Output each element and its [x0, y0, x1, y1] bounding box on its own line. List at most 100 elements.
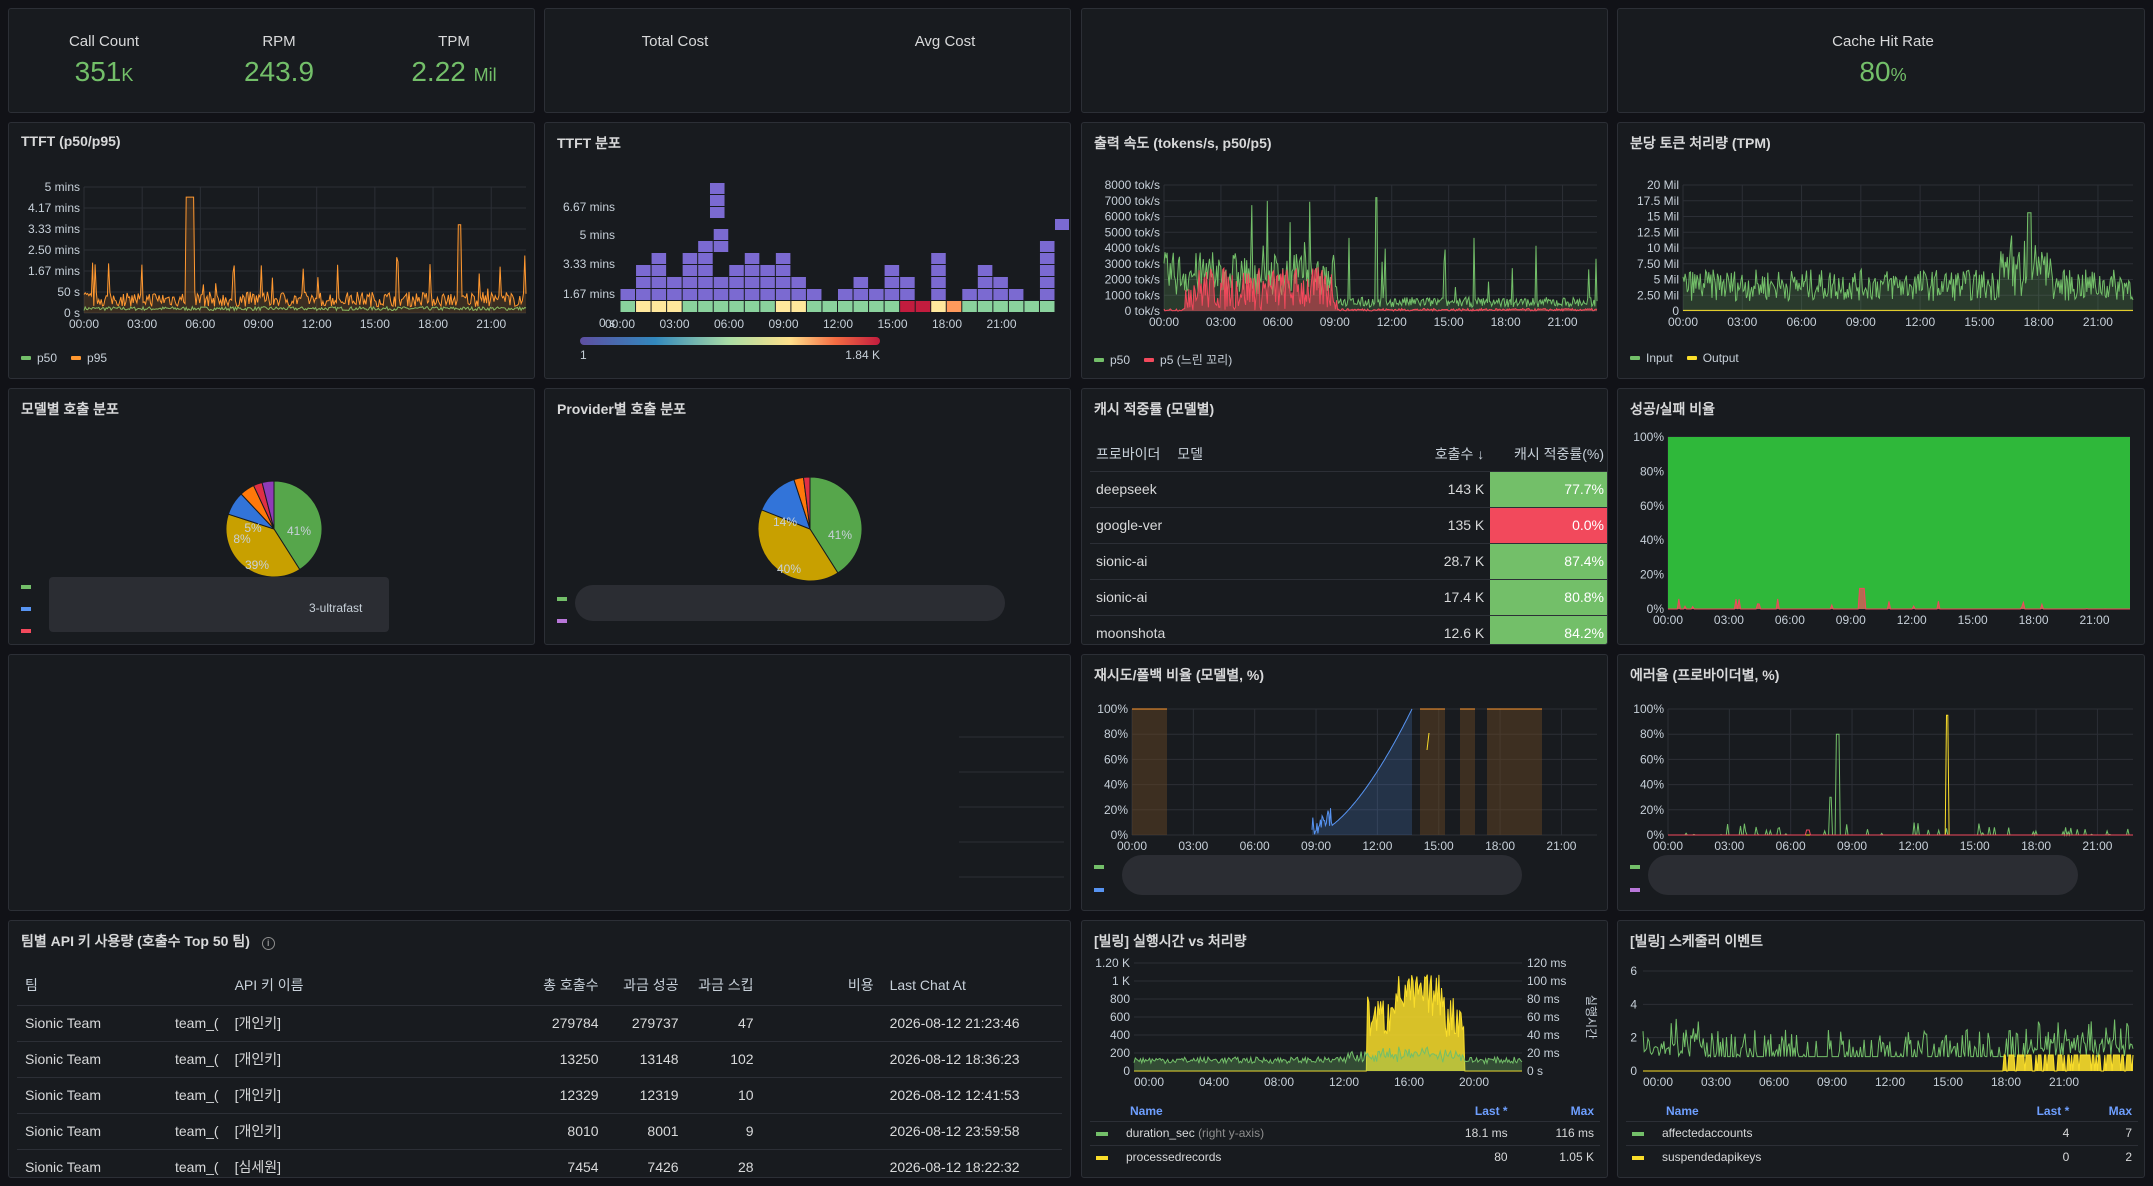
table-row[interactable]: Sionic Team team_([심세원] 7454 7426 28 2026-08-…	[17, 1149, 1062, 1177]
x-tick-label: 00:00	[1643, 1075, 1673, 1089]
legend-p95[interactable]: p95	[87, 351, 108, 365]
tpm-panel[interactable]: 분당 토큰 처리량 (TPM) 20 Mil 17.5 Mil 15 Mil 12.5…	[1617, 122, 2145, 379]
empty-panel	[8, 654, 1071, 911]
success-chart[interactable]: 100% 80% 60% 40% 20% 0%00:00 03:00 06:00 09:00 12…	[1618, 427, 2145, 642]
billing-exec-panel[interactable]: [빌링] 실행시간 vs 처리량 1.20 K 120 ms 1 K 100 ms 80…	[1081, 920, 1608, 1178]
col-provider[interactable]: 프로바이더	[1090, 437, 1172, 472]
ttft-legend[interactable]: p50 p95	[21, 351, 107, 365]
team-table-panel[interactable]: 팀별 API 키 사용량 (호출수 Top 50 팀) i 팀 API 키 이름…	[8, 920, 1071, 1178]
heat-cell	[698, 241, 713, 252]
legend-output[interactable]: Output	[1702, 351, 1739, 365]
heat-cell	[884, 277, 900, 288]
model-pie-chart[interactable]: 41% 39% 8%5%	[9, 429, 535, 629]
heat-cell	[636, 265, 651, 276]
x-tick-label: 12:00	[1362, 839, 1392, 853]
cell-key[interactable]: team_(	[167, 1113, 227, 1150]
col-last[interactable]: Last *	[2036, 1103, 2070, 1118]
billing-sched-chart[interactable]: 6 4 2 0 00:00 03:00 06:00 09:00 12:00 15:00 18:00 2…	[1618, 951, 2145, 1131]
call-count-value: 351	[74, 56, 122, 87]
legend-row[interactable]: duration_sec (right y-axis) 18.1 ms 116 ms	[1090, 1120, 1600, 1145]
col-name[interactable]: Name	[1666, 1103, 1699, 1118]
y-right-tick-label: 120 ms	[1527, 956, 1566, 970]
legend-p50[interactable]: p50	[1110, 352, 1131, 367]
cell-skip: 28	[686, 1149, 762, 1177]
col-cache-rate[interactable]: 캐시 적중률(%)	[1490, 437, 1607, 472]
ttft-hist-panel[interactable]: TTFT 분포 6.67 mins 5 mins 3.33 mins 1.67 min…	[544, 122, 1071, 379]
x-tick-label: 15:00	[1424, 839, 1454, 853]
col-name[interactable]: Name	[1130, 1103, 1163, 1118]
billing-sched-panel[interactable]: [빌링] 스케줄러 이벤트 6 4 2 0 00:00 03:00 06:00 09:00 12…	[1617, 920, 2145, 1178]
cell-key[interactable]: team_(	[167, 1041, 227, 1078]
x-tick-label: 00:00	[1668, 315, 1698, 329]
heat-cell	[838, 289, 853, 300]
provider-pie-chart[interactable]: 41% 40% 14%	[545, 429, 1071, 629]
legend-p50[interactable]: p50	[37, 351, 58, 365]
cell-key[interactable]: team_(	[167, 1149, 227, 1177]
redacted-legend	[1648, 855, 2078, 895]
legend-swatch	[21, 629, 31, 633]
table-row[interactable]: Sionic Team team_([개인키] 13250 13148 102 2026-…	[17, 1041, 1062, 1078]
table-row[interactable]: Sionic Team team_([개인키] 8010 8001 9 2026-08-1…	[17, 1113, 1062, 1150]
speed-panel[interactable]: 출력 속도 (tokens/s, p50/p5) 8000 tok/s 7000 …	[1081, 122, 1608, 379]
cell-skip: 9	[686, 1113, 762, 1150]
heat-cell	[682, 265, 698, 276]
retry-panel[interactable]: 재시도/폴백 비율 (모델별, %) 100% 80% 60% 40% 20% 0% 00:…	[1081, 654, 1608, 911]
cache-hit-value: 80	[1859, 56, 1891, 87]
success-panel[interactable]: 성공/실패 비율 100% 80% 60% 40% 20% 0% 00:00 03:00 06:…	[1617, 388, 2145, 645]
info-icon[interactable]: i	[261, 937, 275, 950]
cell-cost	[761, 1077, 882, 1114]
ttft-heatmap[interactable]: 6.67 mins 5 mins 3.33 mins 1.67 mins 0 s00:0…	[545, 173, 1071, 378]
pie-label: 40%	[777, 562, 801, 576]
billing-exec-chart[interactable]: 1.20 K 120 ms 1 K 100 ms 800 80 ms 600 60 ms 400…	[1082, 951, 1608, 1131]
table-row[interactable]: Sionic Team team_([개인키] 279784 279737 47 2026…	[17, 1005, 1062, 1042]
col-total[interactable]: 총 호출수	[526, 965, 607, 1006]
x-tick-label: 09:00	[1846, 315, 1876, 329]
col-cost[interactable]: 비용	[761, 965, 882, 1006]
heat-cell	[698, 265, 713, 276]
col-key-name[interactable]: API 키 이름	[226, 965, 527, 1006]
pie-label: 8%	[233, 532, 251, 546]
billing-sched-legend: Name Last * Max affectedaccounts 4 7 suspend…	[1626, 1101, 2138, 1169]
speed-legend[interactable]: p50 p5 (느린 꼬리)	[1094, 351, 1232, 368]
legend-p5[interactable]: p5 (느린 꼬리)	[1160, 353, 1233, 367]
col-model[interactable]: 모델	[1171, 437, 1411, 472]
retry-chart[interactable]: 100% 80% 60% 40% 20% 0%00:00 03:00 06:00 09:00 12…	[1082, 695, 1608, 895]
col-last-chat[interactable]: Last Chat At	[881, 965, 1062, 1006]
cell-key[interactable]: team_(	[167, 1005, 227, 1042]
ttft-panel[interactable]: TTFT (p50/p95) 5 mins 4.17 mins 3.33 mins 2…	[8, 122, 535, 379]
col-success[interactable]: 과금 성공	[606, 965, 687, 1006]
cache-table-panel[interactable]: 캐시 적중률 (모델별) 프로바이더 모델 호출수 ↓ 캐시 적중률(%) de…	[1081, 388, 1608, 645]
x-tick-label: 06:00	[1263, 315, 1293, 329]
col-skip[interactable]: 과금 스킵	[686, 965, 762, 1006]
heat-cell	[620, 301, 636, 312]
legend-row[interactable]: affectedaccounts 4 7	[1626, 1120, 2138, 1145]
col-team[interactable]: 팀	[17, 965, 167, 1006]
col-last[interactable]: Last *	[1474, 1103, 1508, 1118]
legend-row[interactable]: processedrecords 80 1.05 K	[1090, 1144, 1600, 1169]
legend-row[interactable]: suspendedapikeys 0 2	[1626, 1144, 2138, 1169]
tpm-legend[interactable]: Input Output	[1630, 351, 1739, 365]
model-pie-panel[interactable]: 모델별 호출 분포 41% 39% 8% 5% 3-ultrafast	[8, 388, 535, 645]
col-key[interactable]	[167, 965, 227, 1006]
retry-title: 재시도/폴백 비율 (모델별, %)	[1094, 667, 1265, 683]
legend-input[interactable]: Input	[1646, 351, 1673, 365]
cell-rate: 0.0%	[1490, 507, 1607, 544]
heat-cell	[667, 277, 682, 288]
error-panel[interactable]: 에러율 (프로바이더별, %) 100% 80% 60% 40% 20% 0% 00:00 0…	[1617, 654, 2145, 911]
col-max[interactable]: Max	[1570, 1103, 1594, 1118]
heat-cell	[884, 301, 900, 312]
table-row[interactable]: Sionic Team team_([개인키] 12329 12319 10 2026-0…	[17, 1077, 1062, 1114]
ttft-chart[interactable]: 5 mins 4.17 mins 3.33 mins 2.50 mins 1.67 mi…	[9, 173, 535, 373]
y-tick-label: 800	[1110, 992, 1130, 1006]
pie-label: 14%	[773, 515, 797, 529]
provider-pie-panel[interactable]: Provider별 호출 분포 41% 40% 14%	[544, 388, 1071, 645]
y-tick-label: 1 K	[1112, 974, 1130, 988]
cell-key[interactable]: team_(	[167, 1077, 227, 1114]
col-calls[interactable]: 호출수 ↓	[1410, 437, 1491, 472]
error-chart[interactable]: 100% 80% 60% 40% 20% 0%00:00 03:00 06:00 09:00 12…	[1618, 695, 2145, 895]
col-max[interactable]: Max	[2108, 1103, 2132, 1118]
series-retry-area	[1312, 709, 1412, 835]
y-tick-label: 0 s	[599, 316, 615, 330]
